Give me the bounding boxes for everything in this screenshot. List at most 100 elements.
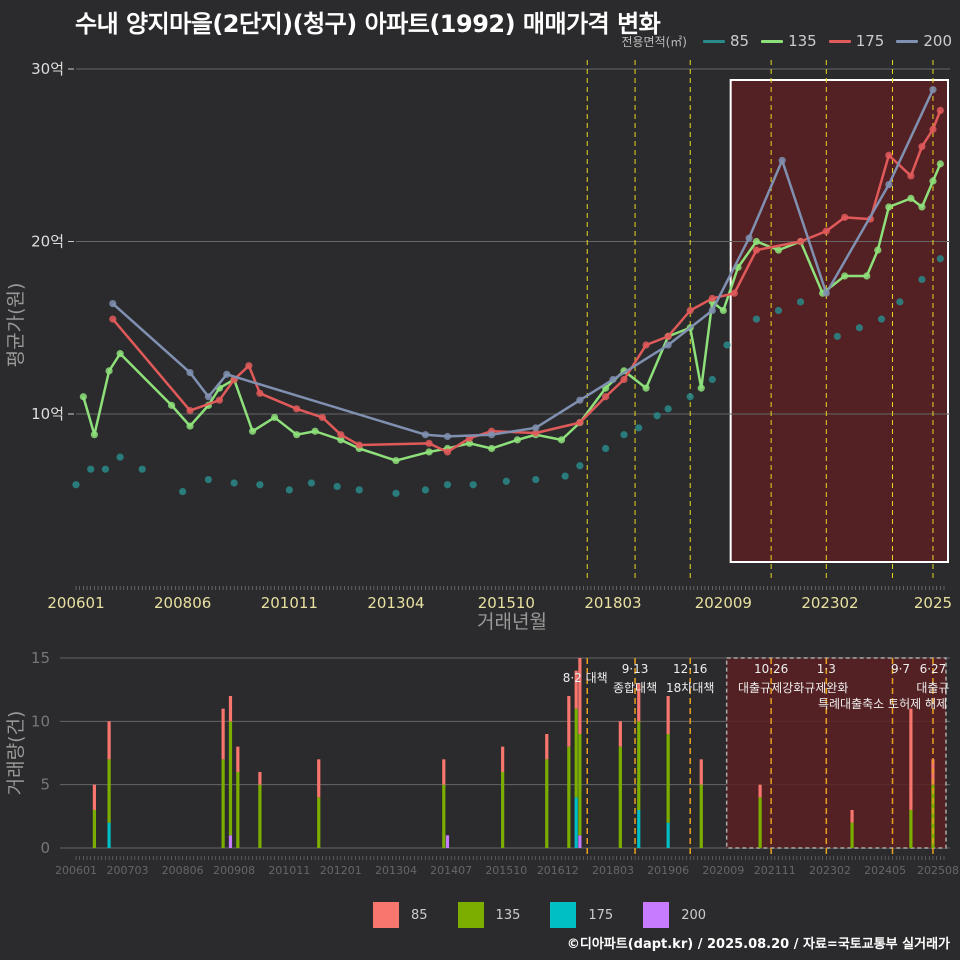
vol-y-axis-title: 거래량(건) xyxy=(5,711,27,796)
data-point-200 xyxy=(664,341,672,349)
data-point-135 xyxy=(293,431,301,439)
data-point-85 xyxy=(796,298,805,306)
volume-bar-85 xyxy=(637,683,641,722)
data-point-200 xyxy=(885,180,893,189)
vol-x-tick-label: 200908 xyxy=(213,864,255,877)
policy-annotation-label: 8·2 대책 xyxy=(563,670,608,685)
volume-bar-85 xyxy=(850,810,854,823)
vol-x-tick-label: 201612 xyxy=(537,864,579,877)
data-point-85 xyxy=(230,479,238,487)
data-point-175 xyxy=(186,406,194,415)
data-point-200 xyxy=(778,156,786,165)
data-point-135 xyxy=(79,393,87,401)
policy-annotation-label: 대출규제강화 xyxy=(738,681,804,695)
y-tick-label: 10억 xyxy=(31,405,64,423)
vol-x-tick-label: 202302 xyxy=(809,864,851,877)
data-point-85 xyxy=(635,424,643,432)
volume-bar-135 xyxy=(567,746,571,848)
data-point-85 xyxy=(620,431,628,439)
data-point-135 xyxy=(311,427,319,435)
volume-bar-85 xyxy=(228,696,233,722)
data-point-200 xyxy=(708,306,716,315)
volume-bar-135 xyxy=(574,708,578,798)
bar-legend-200: 200 xyxy=(643,902,706,928)
data-point-200 xyxy=(929,86,937,94)
data-point-175 xyxy=(936,106,944,114)
volume-bar-85 xyxy=(909,708,913,810)
vol-x-tick-label: 201906 xyxy=(647,864,689,877)
data-point-85 xyxy=(307,479,315,487)
data-point-175 xyxy=(730,289,738,297)
x-tick-label: 201011 xyxy=(261,594,318,612)
volume-bar-135 xyxy=(699,784,703,848)
data-point-175 xyxy=(532,429,540,437)
vol-x-tick-label: 202508 xyxy=(917,864,959,877)
data-point-85 xyxy=(285,486,293,494)
x-tick-label: 202009 xyxy=(695,594,752,612)
vol-x-tick-label: 202111 xyxy=(754,864,796,877)
data-point-200 xyxy=(576,396,584,404)
volume-bar-135 xyxy=(317,797,321,848)
data-point-85 xyxy=(918,275,926,284)
data-point-175 xyxy=(337,431,345,439)
data-point-200 xyxy=(421,431,430,439)
data-point-200 xyxy=(609,375,617,384)
volume-bar-85 xyxy=(666,696,670,734)
volume-bar-85 xyxy=(236,746,240,772)
y-axis-title: 평균가(원) xyxy=(5,283,27,368)
volume-bar-85 xyxy=(618,721,622,747)
volume-bar-135 xyxy=(228,721,233,836)
x-tick-label: 201803 xyxy=(584,594,641,612)
volume-bar-85 xyxy=(545,734,549,760)
volume-bar-85 xyxy=(442,759,446,785)
data-point-200 xyxy=(532,424,540,432)
data-point-175 xyxy=(318,413,327,422)
data-point-85 xyxy=(833,332,841,340)
data-point-135 xyxy=(929,177,937,185)
volume-bar-175 xyxy=(666,822,670,848)
data-point-85 xyxy=(602,444,610,453)
data-point-85 xyxy=(502,477,510,485)
data-point-135 xyxy=(465,439,474,447)
data-point-200 xyxy=(204,393,213,401)
volume-bar-135 xyxy=(92,810,96,848)
data-point-135 xyxy=(936,160,944,168)
data-point-175 xyxy=(425,439,433,447)
data-point-135 xyxy=(885,203,893,211)
data-point-135 xyxy=(248,427,257,435)
data-point-135 xyxy=(752,237,761,246)
policy-annotation-date: 6·27 xyxy=(920,662,947,676)
volume-bar-85 xyxy=(578,658,582,734)
data-point-200 xyxy=(186,369,194,377)
data-point-85 xyxy=(421,486,430,494)
volume-bar-175 xyxy=(107,822,111,848)
data-point-85 xyxy=(443,481,452,489)
data-point-175 xyxy=(885,151,893,159)
policy-annotation-date: 1·3 xyxy=(817,662,836,676)
data-point-85 xyxy=(561,472,569,480)
legend-item-85: 85 xyxy=(702,32,749,50)
bottom-legend: 85 135 175 200 xyxy=(373,902,706,928)
data-point-200 xyxy=(822,289,830,297)
volume-bar-85 xyxy=(258,772,262,785)
x-axis-title: 거래년월 xyxy=(477,611,547,633)
policy-annotation-date: 9·7 xyxy=(891,662,910,676)
data-point-135 xyxy=(116,350,124,358)
data-point-85 xyxy=(723,341,731,349)
volume-bar-135 xyxy=(931,784,935,848)
x-tick-label: 201510 xyxy=(478,594,535,612)
volume-bar-85 xyxy=(567,696,571,747)
data-point-135 xyxy=(719,306,727,315)
data-point-175 xyxy=(245,362,253,370)
data-point-175 xyxy=(752,246,761,254)
vol-x-tick-label: 201510 xyxy=(485,864,527,877)
data-point-135 xyxy=(697,384,705,392)
policy-annotation-label: 특례대출축소 토허제 해제 xyxy=(818,697,947,711)
vol-y-tick-label: 5 xyxy=(40,776,50,794)
data-point-200 xyxy=(488,431,496,439)
volume-bar-85 xyxy=(699,759,703,785)
vol-y-tick-label: 0 xyxy=(40,839,50,857)
data-point-135 xyxy=(863,272,871,280)
volume-bar-200 xyxy=(228,835,233,848)
